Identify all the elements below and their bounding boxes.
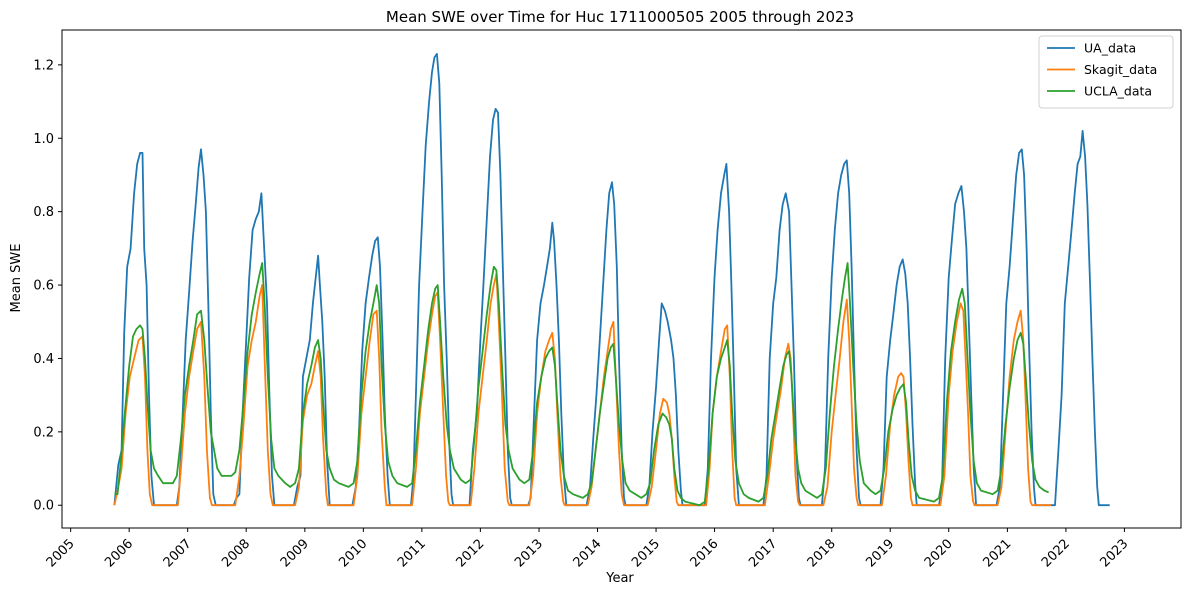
- legend-label-2: UCLA_data: [1084, 84, 1152, 99]
- legend-label-0: UA_data: [1084, 41, 1136, 56]
- x-axis-title: Year: [605, 571, 634, 586]
- plot-frame: [61, 29, 1182, 529]
- y-tick-label: 1.0: [33, 132, 54, 147]
- series-line-1: [113, 273, 1052, 507]
- chart-title: Mean SWE over Time for Huc 1711000505 20…: [386, 8, 854, 26]
- y-tick-label: 0.8: [33, 205, 54, 220]
- legend: UA_data Skagit_data UCLA_data: [1038, 35, 1174, 109]
- y-tick-label: 0.4: [33, 352, 54, 367]
- legend-box: [1038, 35, 1174, 109]
- y-tick-label: 0.6: [33, 279, 54, 294]
- y-tick-label: 0.2: [33, 425, 54, 440]
- y-tick-label: 0.0: [33, 499, 54, 514]
- legend-label-1: Skagit_data: [1084, 62, 1157, 77]
- y-tick-label: 1.2: [33, 58, 54, 73]
- series-layer: [113, 53, 1110, 507]
- y-axis-title: Mean SWE: [9, 244, 24, 313]
- series-line-2: [114, 262, 1049, 507]
